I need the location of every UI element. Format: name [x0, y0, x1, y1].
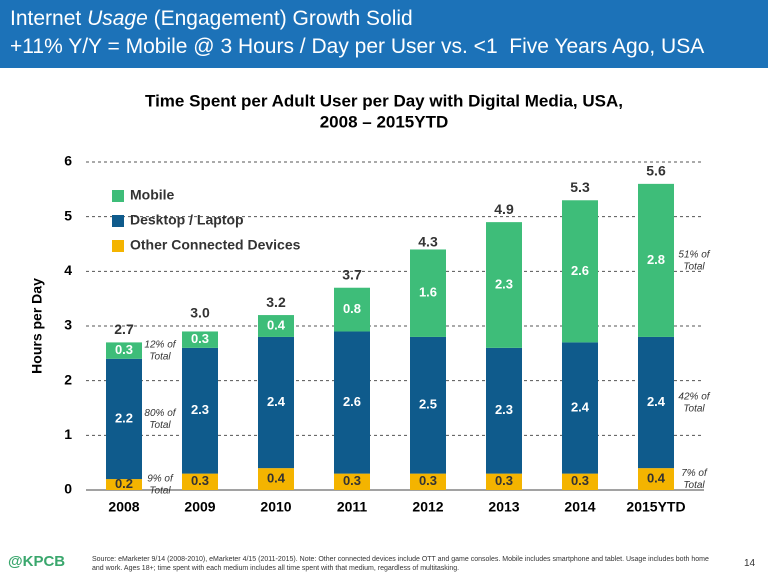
x-tick-label: 2010	[260, 499, 291, 515]
bar-segment	[486, 473, 522, 490]
logo: @KPCB	[8, 553, 66, 570]
bar-segment	[106, 358, 142, 480]
annotation: 9% of Total	[147, 473, 174, 496]
total-label: 3.2	[266, 294, 286, 310]
legend-label: Other Connected Devices	[130, 237, 301, 253]
y-tick-label: 5	[64, 207, 72, 223]
y-tick-label: 2	[64, 371, 72, 387]
data-label: 0.3	[571, 473, 589, 488]
data-label: 0.3	[343, 473, 361, 488]
data-label: 2.4	[267, 394, 286, 409]
bar-segment	[106, 479, 142, 490]
bar-segment	[258, 336, 294, 469]
legend-label: Desktop / Laptop	[130, 212, 244, 228]
x-tick-label: 2012	[412, 499, 443, 515]
total-label: 4.3	[418, 234, 438, 250]
data-label: 0.3	[495, 473, 513, 488]
bar-segment	[182, 331, 218, 348]
chart: Time Spent per Adult User per Day with D…	[29, 91, 711, 515]
y-tick-label: 4	[64, 262, 72, 278]
bar-segment	[182, 347, 218, 474]
data-label: 0.3	[191, 331, 209, 346]
total-label: 5.3	[570, 179, 590, 195]
bar-segment	[258, 315, 294, 337]
x-tick-label: 2011	[337, 499, 368, 515]
bar-segment	[562, 342, 598, 474]
data-label: 2.5	[419, 397, 437, 412]
header-text: Internet	[10, 7, 82, 30]
annotation: 80% of Total	[144, 408, 176, 431]
bar-segment	[638, 336, 674, 469]
data-label: 0.3	[419, 473, 437, 488]
legend-label: Mobile	[130, 187, 175, 203]
x-tick-label: 2014	[564, 499, 595, 515]
total-label: 5.6	[646, 163, 666, 179]
data-label: 0.4	[647, 471, 666, 486]
bar-segment	[410, 249, 446, 337]
data-label: 2.3	[495, 402, 513, 417]
total-label: 2.7	[114, 321, 134, 337]
header-line: Internet Usage (Engagement) Growth Solid	[10, 5, 768, 33]
y-tick-label: 1	[64, 426, 72, 442]
chart-title: 2008 – 2015YTD	[320, 112, 449, 131]
header-text: Usage	[87, 7, 148, 30]
bar-segment	[258, 468, 294, 490]
data-label: 0.2	[115, 476, 133, 491]
data-label: 2.3	[191, 402, 209, 417]
total-label: 3.0	[190, 305, 210, 321]
legend-swatch	[112, 190, 124, 202]
x-tick-label: 2009	[184, 499, 215, 515]
bar-segment	[638, 468, 674, 490]
bar-segment	[334, 331, 370, 474]
data-label: 2.8	[647, 252, 665, 267]
legend-swatch	[112, 215, 124, 227]
bar-segment	[410, 336, 446, 474]
bar-segment	[106, 342, 142, 359]
page-number: 14	[744, 558, 756, 569]
y-tick-label: 3	[64, 317, 72, 333]
data-label: 2.2	[115, 410, 133, 425]
annotation: 42% of Total	[678, 391, 710, 414]
bar-segment	[562, 473, 598, 490]
x-tick-label: 2013	[488, 499, 519, 515]
header-line: +11% Y/Y = Mobile @ 3 Hours / Day per Us…	[10, 35, 705, 58]
y-tick-label: 6	[64, 153, 72, 169]
total-label: 4.9	[494, 201, 514, 217]
bar-segment	[334, 473, 370, 490]
bar-segment	[562, 200, 598, 343]
annotation: 7% of Total	[681, 468, 708, 491]
chart-title: Time Spent per Adult User per Day with D…	[145, 91, 623, 110]
y-tick-label: 0	[64, 481, 72, 497]
header: Internet Usage (Engagement) Growth Solid…	[0, 0, 768, 68]
annotation: 51% of Total	[678, 249, 710, 272]
y-axis-label: Hours per Day	[29, 278, 45, 374]
bar-segment	[486, 347, 522, 474]
bar-segment	[334, 287, 370, 332]
data-label: 2.6	[571, 263, 589, 278]
data-label: 0.4	[267, 471, 286, 486]
data-label: 0.3	[115, 342, 133, 357]
data-label: 2.4	[571, 399, 590, 414]
data-label: 0.3	[191, 473, 209, 488]
data-label: 2.3	[495, 276, 513, 291]
data-label: 2.6	[343, 394, 361, 409]
data-label: 2.4	[647, 394, 666, 409]
annotation: 12% of Total	[144, 339, 176, 362]
header-text: (Engagement) Growth Solid	[153, 7, 413, 30]
x-tick-label: 2008	[108, 499, 139, 515]
x-tick-label: 2015YTD	[626, 499, 685, 515]
legend-swatch	[112, 240, 124, 252]
bar-segment	[182, 473, 218, 490]
data-label: 0.8	[343, 301, 361, 316]
source-note: Source: eMarketer 9/14 (2008-2010), eMar…	[92, 556, 709, 572]
data-label: 1.6	[419, 285, 437, 300]
bar-segment	[486, 222, 522, 348]
bar-segment	[410, 473, 446, 490]
bar-segment	[638, 183, 674, 337]
data-label: 0.4	[267, 317, 286, 332]
total-label: 3.7	[342, 266, 362, 282]
